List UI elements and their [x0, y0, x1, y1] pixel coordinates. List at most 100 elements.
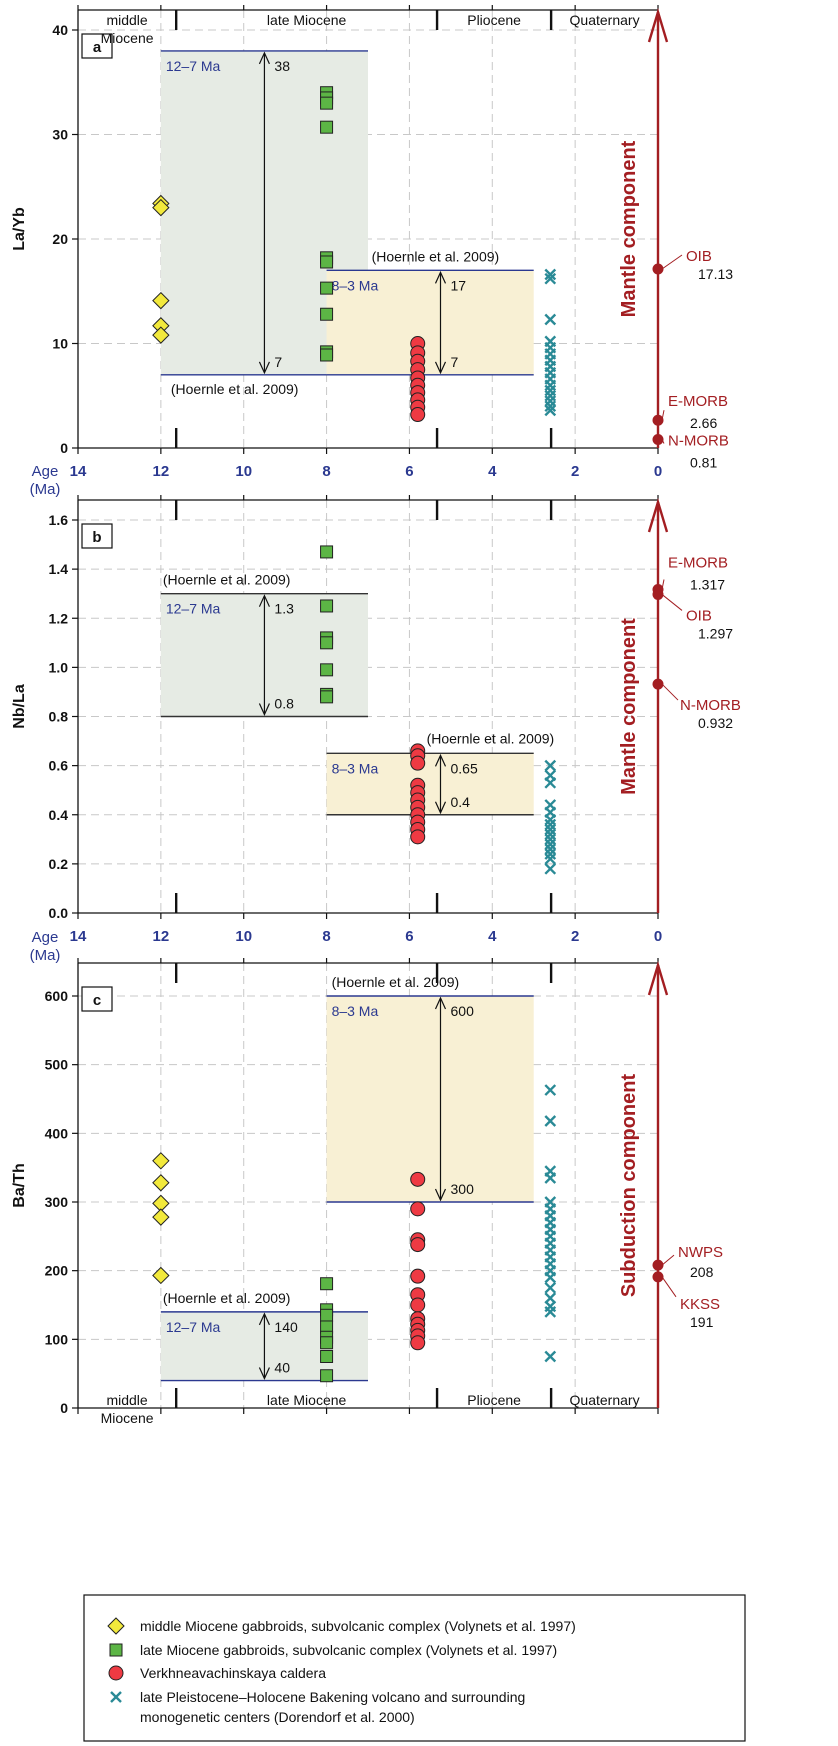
- range-low-label: 0.8: [274, 696, 294, 712]
- data-point-square: [320, 690, 334, 704]
- y-tick-label: 600: [45, 988, 69, 1004]
- epoch-row-bottom-label-3: Pliocene: [467, 1392, 521, 1408]
- data-point-cross-stroke-b: [544, 1084, 557, 1096]
- range-box-yellow: [326, 996, 534, 1202]
- range-high-label: 0.65: [451, 760, 478, 776]
- reference-name-n-morb: N-MORB: [680, 697, 741, 714]
- legend-text-3: Verkhneavachinskaya caldera: [140, 1665, 326, 1681]
- range-arrow-head-down: [258, 703, 270, 716]
- data-point-cross: [544, 1084, 557, 1096]
- legend-text-4-line-2: monogenetic centers (Dorendorf et al. 20…: [140, 1709, 415, 1725]
- age-label: Age: [32, 463, 59, 480]
- reference-value-oib: 1.297: [698, 625, 733, 641]
- x-tick-label: 4: [488, 463, 497, 480]
- data-point-circle: [410, 1201, 426, 1217]
- panel-letter: b: [92, 529, 101, 546]
- data-point-cross-stroke-b: [544, 862, 557, 875]
- data-point-square: [320, 1369, 334, 1383]
- range-high-label: 1.3: [274, 601, 294, 617]
- legend: [83, 1594, 746, 1742]
- data-point-cross: [544, 268, 557, 281]
- data-point-circle: [410, 1335, 426, 1351]
- reference-value-e-morb: 2.66: [690, 415, 717, 431]
- reference-leader: [661, 579, 665, 590]
- y-tick-label: 20: [52, 231, 68, 247]
- data-point-cross: [544, 862, 557, 875]
- legend-marker-square: [109, 1643, 123, 1657]
- reference-point-n-morb: [652, 434, 664, 446]
- data-point-cross: [544, 395, 557, 407]
- data-point-cross: [544, 404, 557, 417]
- data-point-square: [320, 599, 334, 613]
- legend-marker-diamond: [107, 1617, 125, 1635]
- reference-leader: [661, 683, 679, 701]
- y-axis-label: Ba/Th: [11, 1163, 28, 1207]
- range-high-label: 38: [274, 58, 290, 74]
- range-low-label: 7: [274, 354, 282, 370]
- data-point-circle: [410, 1237, 426, 1253]
- reference-value-n-morb: 0.932: [698, 715, 733, 731]
- reference-name-e-morb: E-MORB: [668, 555, 728, 572]
- x-tick-label: 12: [153, 463, 170, 480]
- data-point-cross: [544, 853, 557, 865]
- y-tick-label: 0.8: [49, 709, 69, 725]
- data-point-cross: [544, 1350, 557, 1363]
- data-point-cross-stroke-b: [544, 843, 557, 855]
- x-tick-label: 4: [488, 928, 497, 945]
- reference-leader: [661, 1254, 675, 1266]
- data-point-square: [320, 255, 334, 269]
- component-arrow-head: [647, 497, 669, 533]
- range-reference: (Hoernle et al. 2009): [427, 730, 555, 746]
- legend-text-4-line-1: late Pleistocene–Holocene Bakening volca…: [140, 1689, 525, 1705]
- panel-letter: c: [93, 992, 101, 1009]
- data-point-cross: [544, 384, 557, 397]
- series-cross: [544, 759, 557, 875]
- y-tick-label: 0.0: [49, 905, 69, 921]
- series-square: [320, 1277, 334, 1383]
- reference-point-oib: [652, 263, 664, 275]
- legend-marker-circle: [108, 1665, 124, 1681]
- reference-point-oib: [652, 588, 664, 600]
- series-circle: [410, 743, 426, 845]
- reference-name-oib: OIB: [686, 607, 712, 624]
- series-cross: [544, 268, 557, 417]
- reference-leader: [661, 439, 665, 444]
- data-point-square: [320, 636, 334, 650]
- y-tick-label: 10: [52, 336, 68, 352]
- data-point-cross: [544, 848, 557, 860]
- range-high-label: 600: [451, 1003, 475, 1019]
- data-point-circle: [410, 407, 426, 423]
- data-point-cross: [544, 833, 557, 846]
- data-point-circle: [410, 1268, 426, 1284]
- y-tick-label: 1.6: [49, 512, 69, 528]
- component-label: Mantle component: [618, 140, 640, 317]
- component-label: Subduction component: [618, 1074, 640, 1298]
- x-tick-label: 14: [70, 928, 87, 945]
- x-tick-label: 8: [322, 928, 330, 945]
- range-box-label: 8–3 Ma: [332, 1003, 379, 1019]
- epoch-row-top-label-2: late Miocene: [267, 12, 347, 28]
- data-point-square: [320, 1308, 334, 1322]
- reference-point-kkss: [652, 1271, 664, 1283]
- series-square: [320, 545, 334, 704]
- data-point-cross-stroke-b: [544, 1271, 557, 1284]
- data-point-cross: [544, 1172, 557, 1184]
- data-point-cross: [544, 838, 557, 851]
- panel-letter-box: [81, 523, 113, 549]
- data-point-cross: [544, 813, 557, 826]
- panel-letter-box: [81, 33, 113, 59]
- y-tick-label: 40: [52, 22, 68, 38]
- range-arrow-head-up: [434, 996, 447, 1010]
- data-point-cross-stroke-b: [544, 833, 557, 846]
- y-tick-label: 0: [60, 1400, 68, 1416]
- data-point-circle: [410, 755, 426, 771]
- panel-c: 8–3 Ma 600 300 (Hoernle et al. 2009) 12–7 Ma…: [11, 958, 723, 1416]
- panel-a: 12–7 Ma 38 7 (Hoernle et al. 2009) 8–3 Ma 17 7…: [11, 5, 733, 471]
- x-tick-label: 2: [571, 463, 579, 480]
- data-point-circle: [410, 1171, 426, 1187]
- data-point-cross: [544, 818, 557, 831]
- data-point-cross-stroke-b: [544, 848, 557, 860]
- y-tick-label: 1.2: [49, 610, 69, 626]
- y-tick-label: 0.2: [49, 856, 69, 872]
- panel-b: 12–7 Ma 1.3 0.8 (Hoernle et al. 2009) 8–3 Ma…: [11, 495, 741, 921]
